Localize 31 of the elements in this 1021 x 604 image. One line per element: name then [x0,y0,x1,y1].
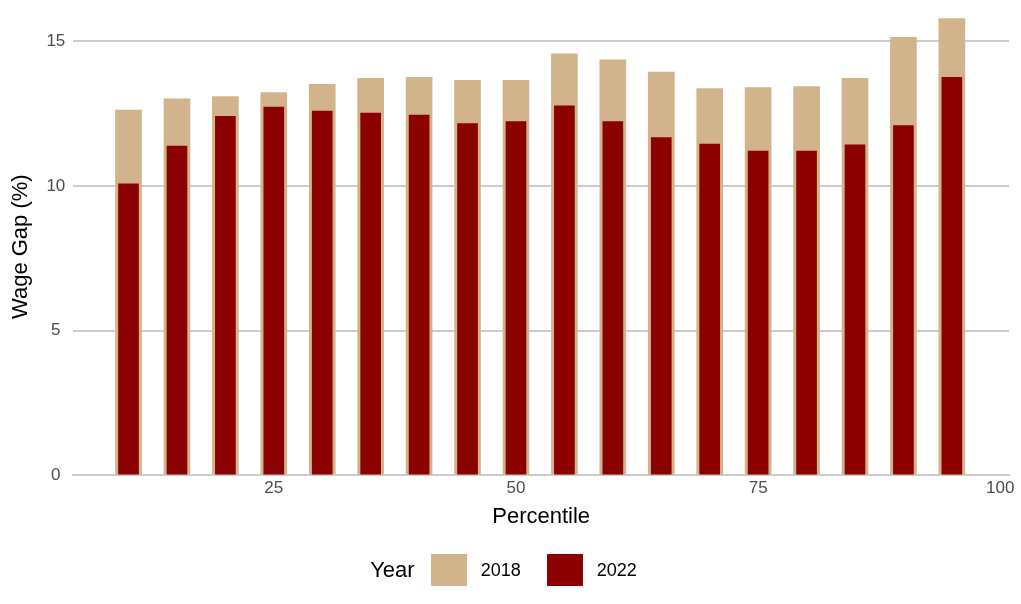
bar [311,110,333,475]
bar [650,137,672,475]
bar [893,125,914,475]
bar [166,145,188,475]
x-tick-label: 100 [986,478,1015,498]
y-tick-label: 0 [51,464,61,484]
bar [457,123,478,475]
bar [796,150,817,475]
bar [699,143,721,475]
y-tick-label: 10 [46,175,66,195]
y-tick-label: 5 [51,320,61,340]
bar [941,76,963,475]
legend-label: 2022 [596,559,637,581]
bar [844,144,866,475]
bar [747,150,769,475]
bar [554,105,575,475]
y-tick-label: 15 [46,31,66,51]
x-tick-label: 50 [506,478,526,498]
x-tick-label: 75 [748,478,768,498]
bar [118,183,139,475]
bar [215,115,236,475]
bar [263,106,285,475]
x-axis-title: Percentile [492,502,591,528]
bar [505,121,527,475]
legend-label: 2018 [480,559,521,581]
bar [360,112,382,475]
legend-title: Year [370,557,415,583]
bar [408,114,430,475]
bar [602,121,624,475]
y-axis-title: Wage Gap (%) [7,174,33,320]
x-tick-label: 25 [264,478,284,498]
